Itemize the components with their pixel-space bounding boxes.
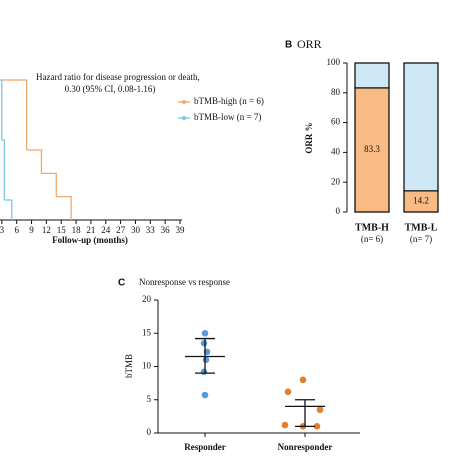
data-point xyxy=(201,329,209,337)
x-tick-label: 15 xyxy=(57,225,67,235)
bar-segment xyxy=(403,62,439,192)
legend-label: bTMB-high (n = 6) xyxy=(194,96,264,106)
data-label: 14.2 xyxy=(413,195,429,205)
x-tick-label: 18 xyxy=(72,225,82,235)
x-tick-label: Nonresponder xyxy=(278,442,333,452)
x-tick-label: 39 xyxy=(176,225,186,235)
annotation: 0.30 (95% CI, 0.08-1.16) xyxy=(65,84,156,94)
bar-segment xyxy=(354,62,390,89)
legend-marker xyxy=(182,100,186,104)
y-tick-label: 40 xyxy=(331,146,341,156)
y-tick-label: 80 xyxy=(331,87,341,97)
chart-title: Nonresponse vs response xyxy=(139,277,230,287)
data-label: 83.3 xyxy=(364,144,380,154)
y-tick-label: 5 xyxy=(147,394,152,404)
data-point xyxy=(200,339,208,347)
y-tick-label: 10 xyxy=(142,361,152,371)
x-tick-label: 30 xyxy=(131,225,141,235)
x-tick-label: 6 xyxy=(14,225,19,235)
data-point xyxy=(284,388,292,396)
legend-marker xyxy=(182,116,186,120)
x-tick-label: TMB-H xyxy=(355,222,389,233)
x-tick-label: Responder xyxy=(184,442,226,452)
data-point xyxy=(281,421,289,429)
data-point xyxy=(200,368,208,376)
bar-segment xyxy=(354,87,390,213)
x-axis-label: Follow-up (months) xyxy=(52,235,128,245)
data-point xyxy=(313,423,321,430)
x-tick-note: (n= 6) xyxy=(361,234,383,244)
x-tick-label: 12 xyxy=(42,225,51,235)
y-axis-label: ORR % xyxy=(304,122,314,153)
annotation: Hazard ratio for disease progression or … xyxy=(36,72,200,82)
x-tick-label: TMB-L xyxy=(405,222,438,233)
x-tick-label: 24 xyxy=(101,225,111,235)
x-tick-label: 21 xyxy=(86,225,95,235)
y-tick-label: 60 xyxy=(331,117,341,127)
data-point xyxy=(201,391,209,399)
survival-step xyxy=(56,195,72,220)
data-point xyxy=(316,406,324,414)
panel-label: B xyxy=(285,40,292,51)
y-tick-label: 100 xyxy=(327,57,341,67)
chart-title: ORR xyxy=(297,37,322,51)
survival-step xyxy=(0,79,3,141)
legend-label: bTMB-low (n = 7) xyxy=(194,112,261,122)
x-tick-label: 33 xyxy=(146,225,156,235)
y-axis-label: bTMB xyxy=(124,354,134,378)
x-tick-label: 3 xyxy=(0,225,5,235)
y-tick-label: 20 xyxy=(331,176,341,186)
x-tick-label: 27 xyxy=(116,225,126,235)
y-tick-label: 0 xyxy=(336,206,341,216)
survival-step xyxy=(41,172,57,197)
x-tick-note: (n= 7) xyxy=(410,234,432,244)
survival-step xyxy=(26,149,43,174)
y-tick-label: 15 xyxy=(142,327,152,337)
survival-step xyxy=(1,139,5,200)
data-point xyxy=(299,376,307,384)
panel-label: C xyxy=(118,278,125,289)
y-tick-label: 20 xyxy=(142,294,152,304)
x-tick-label: 9 xyxy=(29,225,34,235)
x-tick-label: 36 xyxy=(161,225,171,235)
y-tick-label: 0 xyxy=(147,427,152,437)
data-point xyxy=(202,356,210,364)
survival-step xyxy=(4,199,13,220)
